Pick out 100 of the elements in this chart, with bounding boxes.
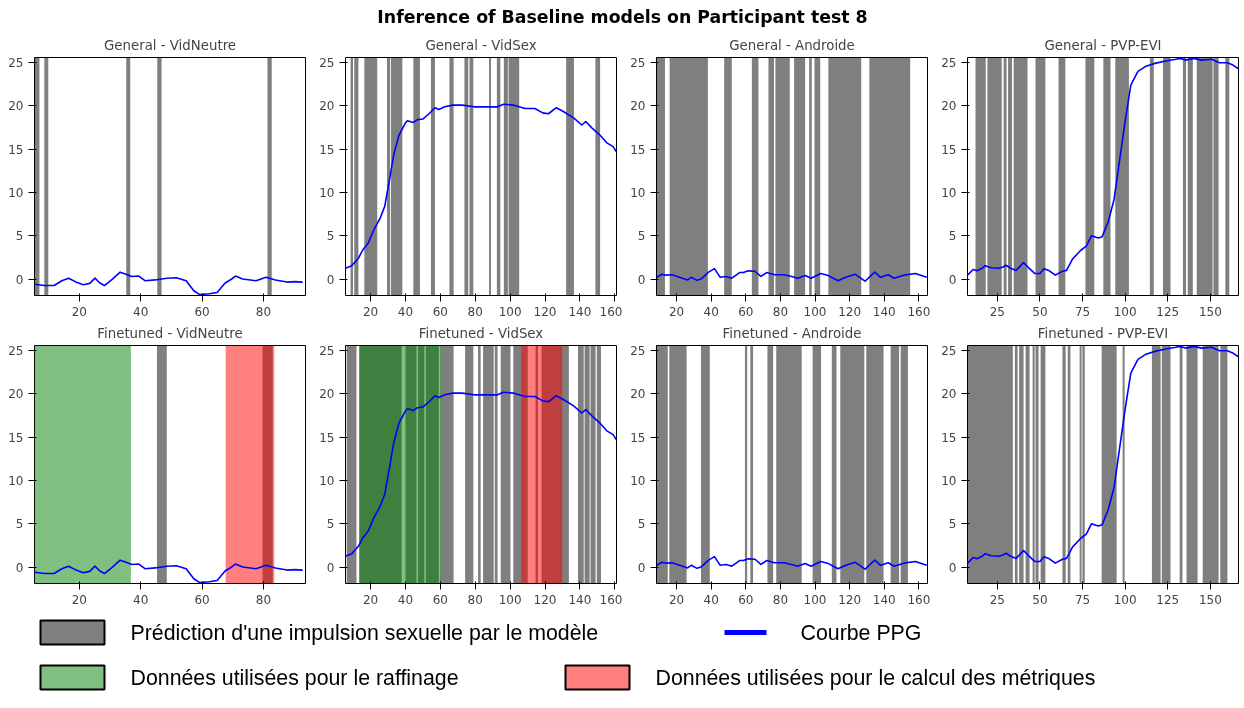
y-tick-label: 5 <box>15 517 24 532</box>
y-tick-label: 15 <box>319 430 335 445</box>
x-tick-label: 60 <box>738 592 754 607</box>
x-tick-label: 40 <box>703 592 719 607</box>
y-tick-label: 5 <box>15 229 24 244</box>
x-tick-label: 160 <box>907 592 931 607</box>
legend-label: Courbe PPG <box>800 620 922 645</box>
x-tick-label: 80 <box>467 304 483 319</box>
y-tick-label: 25 <box>941 56 957 71</box>
y-tick-label: 20 <box>630 387 646 402</box>
x-tick-label: 140 <box>568 592 592 607</box>
y-tick-label: 5 <box>948 517 957 532</box>
x-tick-label: 20 <box>71 304 87 319</box>
line-series <box>656 555 928 571</box>
x-tick-label: 25 <box>989 304 1005 319</box>
x-tick-label: 60 <box>432 592 449 607</box>
y-tick-label: 15 <box>319 142 335 157</box>
x-tick-label: 60 <box>194 304 210 319</box>
line-series <box>967 57 1239 276</box>
x-tick-label: 20 <box>71 592 87 607</box>
y-tick-label: 25 <box>941 344 957 359</box>
x-tick-label: 160 <box>599 592 623 607</box>
line-series <box>34 559 304 584</box>
y-tick-label: 25 <box>8 56 24 71</box>
y-tick-label: 0 <box>637 560 646 575</box>
x-tick-label: 40 <box>397 304 414 319</box>
x-tick-label: 100 <box>803 592 827 607</box>
y-tick-label: 0 <box>326 272 335 287</box>
y-tick-label: 25 <box>8 344 24 359</box>
x-tick-label: 40 <box>703 304 719 319</box>
y-tick-label: 20 <box>8 387 24 402</box>
line-series <box>345 103 617 270</box>
x-tick-label: 80 <box>255 304 272 319</box>
x-tick-label: 40 <box>133 304 149 319</box>
x-tick-label: 60 <box>432 304 449 319</box>
x-tick-label: 150 <box>1198 304 1222 319</box>
x-tick-label: 50 <box>1032 592 1048 607</box>
y-tick-label: 20 <box>319 99 335 114</box>
y-tick-label: 10 <box>319 474 335 489</box>
y-tick-label: 10 <box>941 474 957 489</box>
y-tick-label: 10 <box>630 474 646 489</box>
x-tick-label: 80 <box>255 592 272 607</box>
y-tick-label: 20 <box>941 387 957 402</box>
x-tick-label: 125 <box>1156 592 1180 607</box>
x-tick-label: 125 <box>1156 304 1180 319</box>
y-tick-label: 15 <box>630 142 646 157</box>
chart-title: Finetuned - Androide <box>722 325 862 341</box>
line-series <box>967 345 1239 564</box>
chart-title: Finetuned - VidSex <box>418 325 544 341</box>
y-tick-label: 10 <box>8 186 24 201</box>
x-tick-label: 80 <box>467 592 483 607</box>
y-tick-label: 25 <box>630 344 646 359</box>
chart-title: Finetuned - PVP-EVI <box>1037 325 1169 341</box>
y-tick-label: 15 <box>941 430 957 445</box>
y-tick-label: 5 <box>948 229 957 244</box>
y-tick-label: 20 <box>319 387 335 402</box>
x-tick-label: 75 <box>1074 592 1091 607</box>
y-tick-label: 5 <box>326 229 335 244</box>
x-tick-label: 80 <box>772 592 789 607</box>
y-tick-label: 15 <box>630 430 646 445</box>
y-tick-label: 15 <box>8 430 24 445</box>
y-tick-label: 0 <box>15 560 24 575</box>
y-tick-label: 10 <box>319 186 335 201</box>
x-tick-label: 100 <box>803 304 827 319</box>
y-tick-label: 20 <box>941 99 957 114</box>
y-tick-label: 25 <box>319 56 335 71</box>
x-tick-label: 20 <box>362 592 379 607</box>
y-tick-label: 5 <box>326 517 335 532</box>
x-tick-label: 20 <box>362 304 379 319</box>
y-tick-label: 25 <box>630 56 646 71</box>
x-tick-label: 80 <box>772 304 789 319</box>
y-tick-label: 20 <box>8 99 24 114</box>
x-tick-label: 20 <box>668 592 685 607</box>
y-tick-label: 5 <box>637 517 646 532</box>
chart-title: General - VidNeutre <box>103 37 237 53</box>
x-tick-label: 160 <box>599 304 623 319</box>
chart-title: General - VidSex <box>425 37 537 53</box>
y-tick-label: 0 <box>15 272 24 287</box>
y-tick-label: 10 <box>941 186 957 201</box>
y-tick-label: 15 <box>941 142 957 157</box>
x-tick-label: 100 <box>498 304 522 319</box>
y-tick-label: 0 <box>948 560 957 575</box>
line-series <box>656 267 928 283</box>
x-tick-label: 100 <box>1113 304 1137 319</box>
y-tick-label: 25 <box>319 344 335 359</box>
line-series <box>345 391 617 558</box>
x-tick-label: 50 <box>1032 304 1048 319</box>
x-tick-label: 25 <box>989 592 1005 607</box>
x-tick-label: 160 <box>907 304 931 319</box>
x-tick-label: 120 <box>533 592 557 607</box>
x-tick-label: 140 <box>872 592 896 607</box>
y-tick-label: 15 <box>8 142 24 157</box>
x-tick-label: 120 <box>838 592 862 607</box>
legend-label: Données utilisées pour le raffinage <box>130 665 459 690</box>
text: Inference of Baseline models on Participant test 8 <box>377 7 868 27</box>
x-tick-label: 60 <box>738 304 754 319</box>
x-tick-label: 150 <box>1198 592 1222 607</box>
chart-title: General - PVP-EVI <box>1044 37 1162 53</box>
chart-title: Finetuned - VidNeutre <box>97 325 243 341</box>
y-tick-label: 5 <box>637 229 646 244</box>
